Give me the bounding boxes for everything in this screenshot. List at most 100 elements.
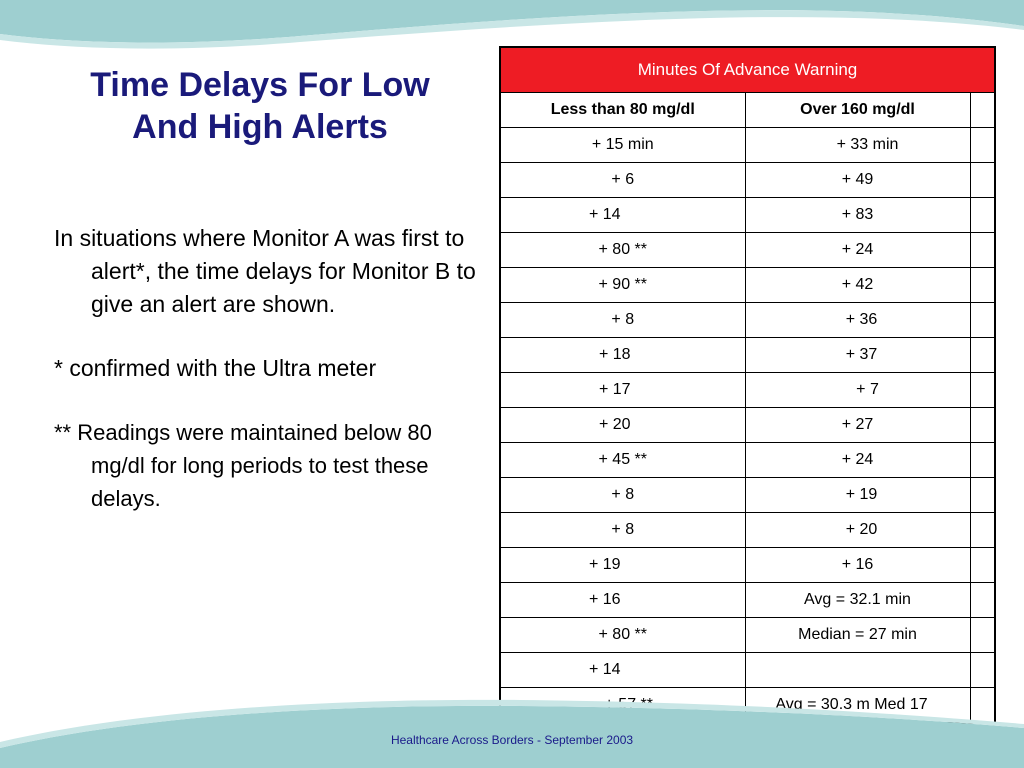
cell-low-value: + 8 xyxy=(611,311,635,328)
cell-low-value: + 14 xyxy=(588,206,621,223)
warning-table: Minutes Of Advance Warning Less than 80 … xyxy=(499,46,996,724)
cell-low: + 20 xyxy=(499,407,746,443)
column-header-high: Over 160 mg/dl xyxy=(744,92,971,128)
empty-cell xyxy=(969,372,996,408)
empty-cell xyxy=(969,547,996,583)
cell-high-value: + 33 min xyxy=(836,136,899,153)
cell-low-value: + 80 ** xyxy=(598,241,647,258)
cell-low-value: + 90 ** xyxy=(598,276,647,293)
cell-low-value: + 14 xyxy=(588,661,621,678)
empty-cell xyxy=(969,232,996,268)
table-row: + 18 + 37 xyxy=(499,337,996,373)
empty-cell xyxy=(969,302,996,338)
table-row: + 19 + 16 xyxy=(499,547,996,583)
table-row: + 14 + 83 xyxy=(499,197,996,233)
cell-high-value: + 27 xyxy=(841,416,874,433)
cell-low: + 90 ** xyxy=(499,267,746,303)
cell-high-value: + 16 xyxy=(841,556,874,573)
cell-low: + 16 xyxy=(499,582,746,618)
table-row: + 14 xyxy=(499,652,996,688)
cell-low: + 80 ** xyxy=(499,617,746,653)
cell-high-value: Avg = 30.3 m Med 17 xyxy=(775,696,928,713)
table-row: + 90 ** + 42 xyxy=(499,267,996,303)
cell-high: Median = 27 min xyxy=(744,617,971,653)
cell-high-value: + 7 xyxy=(856,381,879,398)
table-row: + 45 ** + 24 xyxy=(499,442,996,478)
cell-low: + 45 ** xyxy=(499,442,746,478)
cell-high-value: + 42 xyxy=(841,276,874,293)
cell-high-value: + 20 xyxy=(845,521,878,538)
cell-low-value: + 20 xyxy=(598,416,631,433)
empty-cell xyxy=(969,652,996,688)
column-header-low: Less than 80 mg/dl xyxy=(499,92,746,128)
cell-low-value: + 8 xyxy=(611,521,635,538)
cell-high: + 36 xyxy=(744,302,971,338)
table-row: + 80 ** + 24 xyxy=(499,232,996,268)
cell-low: + 14 xyxy=(499,197,746,233)
cell-low-value: + 8 xyxy=(611,486,635,503)
cell-high: + 27 xyxy=(744,407,971,443)
table-header-row: Minutes Of Advance Warning xyxy=(499,46,996,93)
table-row: + 8 + 19 xyxy=(499,477,996,513)
cell-high-value: + 49 xyxy=(841,171,874,188)
cell-high: + 16 xyxy=(744,547,971,583)
bottom-wave-decoration xyxy=(0,699,1024,768)
empty-cell xyxy=(969,617,996,653)
title-line-2: And High Alerts xyxy=(132,108,388,146)
cell-low: + 6 xyxy=(499,162,746,198)
empty-cell xyxy=(969,197,996,233)
slide-body: In situations where Monitor A was first … xyxy=(54,222,484,515)
cell-low: + 8 xyxy=(499,477,746,513)
slide-title: Time Delays For Low And High Alerts xyxy=(30,64,490,148)
cell-high-value: + 24 xyxy=(841,451,874,468)
table-row: + 8 + 20 xyxy=(499,512,996,548)
empty-cell xyxy=(969,442,996,478)
cell-low-value: + 15 min xyxy=(591,136,654,153)
cell-low: + 18 xyxy=(499,337,746,373)
table-row: + 6 + 49 xyxy=(499,162,996,198)
cell-high: + 24 xyxy=(744,232,971,268)
cell-high: + 20 xyxy=(744,512,971,548)
empty-cell xyxy=(969,337,996,373)
table-row: + 20 + 27 xyxy=(499,407,996,443)
table-row: + 80 ** Median = 27 min xyxy=(499,617,996,653)
cell-low-value: + 6 xyxy=(611,171,635,188)
cell-low: + 14 xyxy=(499,652,746,688)
empty-cell xyxy=(969,162,996,198)
empty-cell xyxy=(969,267,996,303)
cell-high xyxy=(744,652,971,688)
cell-high: + 42 xyxy=(744,267,971,303)
paragraph-situation: In situations where Monitor A was first … xyxy=(54,225,476,317)
table-row: + 17 + 7 xyxy=(499,372,996,408)
cell-high: Avg = 32.1 min xyxy=(744,582,971,618)
cell-low: + 8 xyxy=(499,302,746,338)
cell-low-value: + 16 xyxy=(588,591,621,608)
cell-high-value: + 24 xyxy=(841,241,874,258)
cell-low: + 17 xyxy=(499,372,746,408)
cell-low-value: + 19 xyxy=(588,556,621,573)
empty-cell xyxy=(969,582,996,618)
empty-cell xyxy=(969,92,996,128)
cell-high: + 19 xyxy=(744,477,971,513)
title-line-1: Time Delays For Low xyxy=(90,66,430,104)
cell-low: + 80 ** xyxy=(499,232,746,268)
cell-high: + 49 xyxy=(744,162,971,198)
cell-low: + 15 min xyxy=(499,127,746,163)
cell-low: + 8 xyxy=(499,512,746,548)
column-header-row: Less than 80 mg/dl Over 160 mg/dl xyxy=(499,92,996,128)
cell-high-value: + 83 xyxy=(841,206,874,223)
cell-high-value: + 36 xyxy=(845,311,878,328)
cell-low-value: + 17 xyxy=(598,381,631,398)
cell-high: + 24 xyxy=(744,442,971,478)
cell-high-value: Avg = 32.1 min xyxy=(804,591,911,608)
empty-cell xyxy=(969,477,996,513)
cell-low-value: + 80 ** xyxy=(598,626,647,643)
cell-high-value: + 37 xyxy=(845,346,878,363)
cell-high-value: + 19 xyxy=(845,486,878,503)
top-wave-decoration xyxy=(0,0,1024,49)
table-row: + 15 min + 33 min xyxy=(499,127,996,163)
cell-low-value: + 18 xyxy=(598,346,631,363)
cell-high-value: Median = 27 min xyxy=(798,626,917,643)
table-row: + 8 + 36 xyxy=(499,302,996,338)
cell-low-value: + 45 ** xyxy=(598,451,647,468)
